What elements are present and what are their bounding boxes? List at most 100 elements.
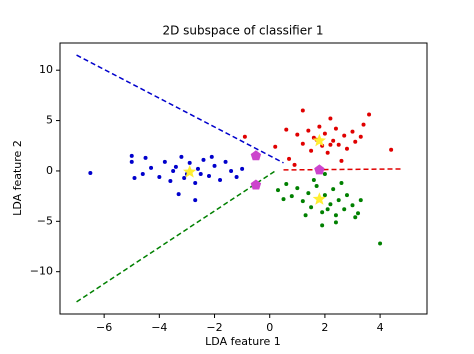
point [367, 112, 372, 117]
point [322, 131, 327, 136]
point [193, 198, 198, 203]
pentagon-marker [314, 164, 325, 175]
point [88, 170, 93, 175]
centroid-star [183, 165, 197, 178]
point [306, 128, 311, 133]
chart-title: 2D subspace of classifier 1 [162, 24, 323, 38]
x-tick-label: 4 [377, 321, 384, 334]
point [356, 211, 361, 216]
point [176, 192, 181, 197]
point [350, 203, 355, 208]
point [229, 168, 234, 173]
point [171, 168, 176, 173]
y-tick-label: −5 [37, 214, 53, 227]
point [140, 171, 145, 176]
point [325, 150, 330, 155]
point [289, 194, 294, 199]
point [342, 207, 347, 212]
point [361, 122, 366, 127]
point [333, 220, 338, 225]
point [336, 198, 341, 203]
x-tick-label: −2 [206, 321, 222, 334]
x-axis-label: LDA feature 1 [205, 335, 281, 348]
point [295, 132, 300, 137]
point [353, 215, 358, 220]
point [339, 158, 344, 163]
point [182, 175, 187, 180]
y-axis-label: LDA feature 2 [11, 140, 24, 216]
dashed-line [76, 54, 284, 164]
point [300, 108, 305, 113]
y-tick-label: −10 [30, 265, 53, 278]
point [201, 157, 206, 162]
point [242, 134, 247, 139]
point [143, 155, 148, 160]
point [333, 126, 338, 131]
point [353, 139, 358, 144]
point [287, 156, 292, 161]
point [306, 191, 311, 196]
centroid-star [312, 192, 326, 205]
point [193, 181, 198, 186]
point [162, 159, 167, 164]
point [350, 129, 355, 134]
plot-frame [59, 42, 428, 315]
point [300, 141, 305, 146]
point [284, 182, 289, 187]
point [129, 153, 134, 158]
point [212, 163, 217, 168]
y-tick-label: 0 [46, 164, 53, 177]
point [275, 188, 280, 193]
point [322, 193, 327, 198]
point [311, 178, 316, 183]
x-tick-label: −4 [151, 321, 167, 334]
point [295, 186, 300, 191]
point [389, 147, 394, 152]
point [339, 181, 344, 186]
point [328, 116, 333, 121]
point [336, 142, 341, 147]
pentagon-marker [250, 150, 262, 161]
point [342, 133, 347, 138]
point [187, 160, 192, 165]
point [358, 134, 363, 139]
point [149, 165, 154, 170]
point [314, 184, 319, 189]
point [309, 148, 314, 153]
point [234, 174, 239, 179]
x-tick-label: 0 [266, 321, 273, 334]
point [129, 159, 134, 164]
point [168, 179, 173, 184]
point [320, 223, 325, 228]
point [309, 205, 314, 210]
point [281, 197, 286, 202]
point [195, 166, 200, 171]
point [173, 164, 178, 169]
point [218, 178, 223, 183]
point [331, 138, 336, 143]
centroid-star [312, 133, 326, 147]
point [333, 213, 338, 218]
point [317, 124, 322, 129]
y-tick-label: 10 [39, 63, 53, 76]
pentagon-marker [250, 179, 262, 190]
dashed-line [283, 168, 403, 171]
dashed-line [76, 170, 276, 303]
y-tick-label: 5 [46, 114, 53, 127]
point [344, 193, 349, 198]
point [132, 175, 137, 180]
point [344, 146, 349, 151]
point [209, 154, 214, 159]
point [325, 207, 330, 212]
point [240, 166, 245, 171]
point [328, 202, 333, 207]
point [322, 171, 327, 176]
point [328, 142, 333, 147]
point [273, 144, 278, 149]
point [179, 154, 184, 159]
point [292, 162, 297, 167]
point [300, 199, 305, 204]
point [303, 213, 308, 218]
point [320, 210, 325, 215]
